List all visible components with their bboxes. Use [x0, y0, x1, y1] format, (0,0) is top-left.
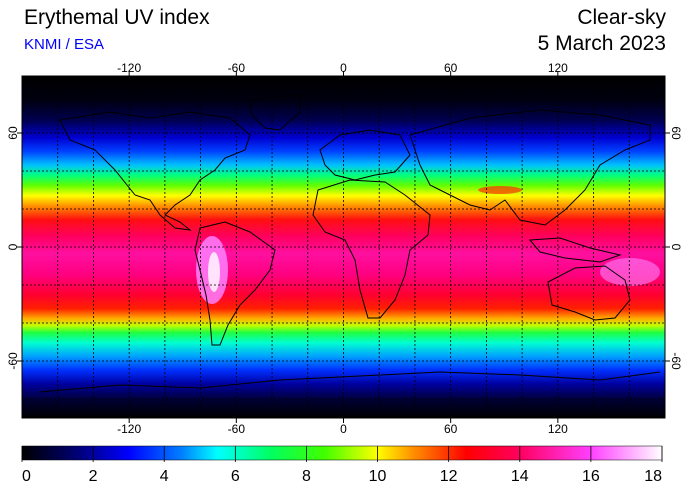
lat-tick-label-right: -60 — [669, 352, 683, 370]
axis-ticks: -120 -120 -60 -60 0 0 60 60 120 120 60 60 0 0 -60 -60 — [6, 61, 683, 436]
colorbar-label: 12 — [440, 468, 458, 485]
colorbar-label: 0 — [22, 468, 31, 485]
lon-tick-label-bottom: 120 — [548, 422, 568, 436]
pacific-high-uv — [600, 258, 660, 286]
lon-tick-label-top: -60 — [228, 61, 246, 75]
colorbar-label: 10 — [369, 468, 387, 485]
colorbar-label: 6 — [231, 468, 240, 485]
lat-tick-label-left: -60 — [6, 352, 20, 370]
colorbar-labels: 0 2 4 6 8 10 12 14 16 18 — [21, 446, 663, 485]
colorbar-label: 4 — [160, 468, 169, 485]
colorbar — [21, 445, 663, 461]
lon-tick-label-bottom: -60 — [228, 422, 246, 436]
colorbar-label: 14 — [511, 468, 529, 485]
lon-tick-label-bottom: 60 — [444, 422, 458, 436]
lon-tick-label-bottom: 0 — [340, 422, 347, 436]
sky-condition: Clear-sky — [577, 6, 666, 29]
lon-tick-label-top: 0 — [340, 61, 347, 75]
colorbar-label: 8 — [302, 468, 311, 485]
colorbar-label: 16 — [582, 468, 600, 485]
lat-tick-label-right: 60 — [669, 126, 683, 140]
colorbar-label: 18 — [644, 468, 662, 485]
colorbar-label: 2 — [89, 468, 98, 485]
graticule — [22, 76, 665, 418]
lon-tick-label-bottom: -120 — [117, 422, 141, 436]
lon-tick-label-top: -120 — [117, 61, 141, 75]
lon-tick-label-top: 60 — [444, 61, 458, 75]
lat-tick-label-right: 0 — [669, 244, 683, 251]
map-date: 5 March 2023 — [537, 32, 666, 55]
lon-tick-label-top: 120 — [548, 61, 568, 75]
himalaya-high-uv — [478, 186, 522, 194]
lat-tick-label-left: 60 — [6, 126, 20, 140]
map-title: Erythemal UV index — [24, 6, 210, 29]
lat-tick-label-left: 0 — [6, 243, 20, 250]
data-source: KNMI / ESA — [24, 36, 105, 53]
andes-peak-uv — [208, 252, 220, 292]
